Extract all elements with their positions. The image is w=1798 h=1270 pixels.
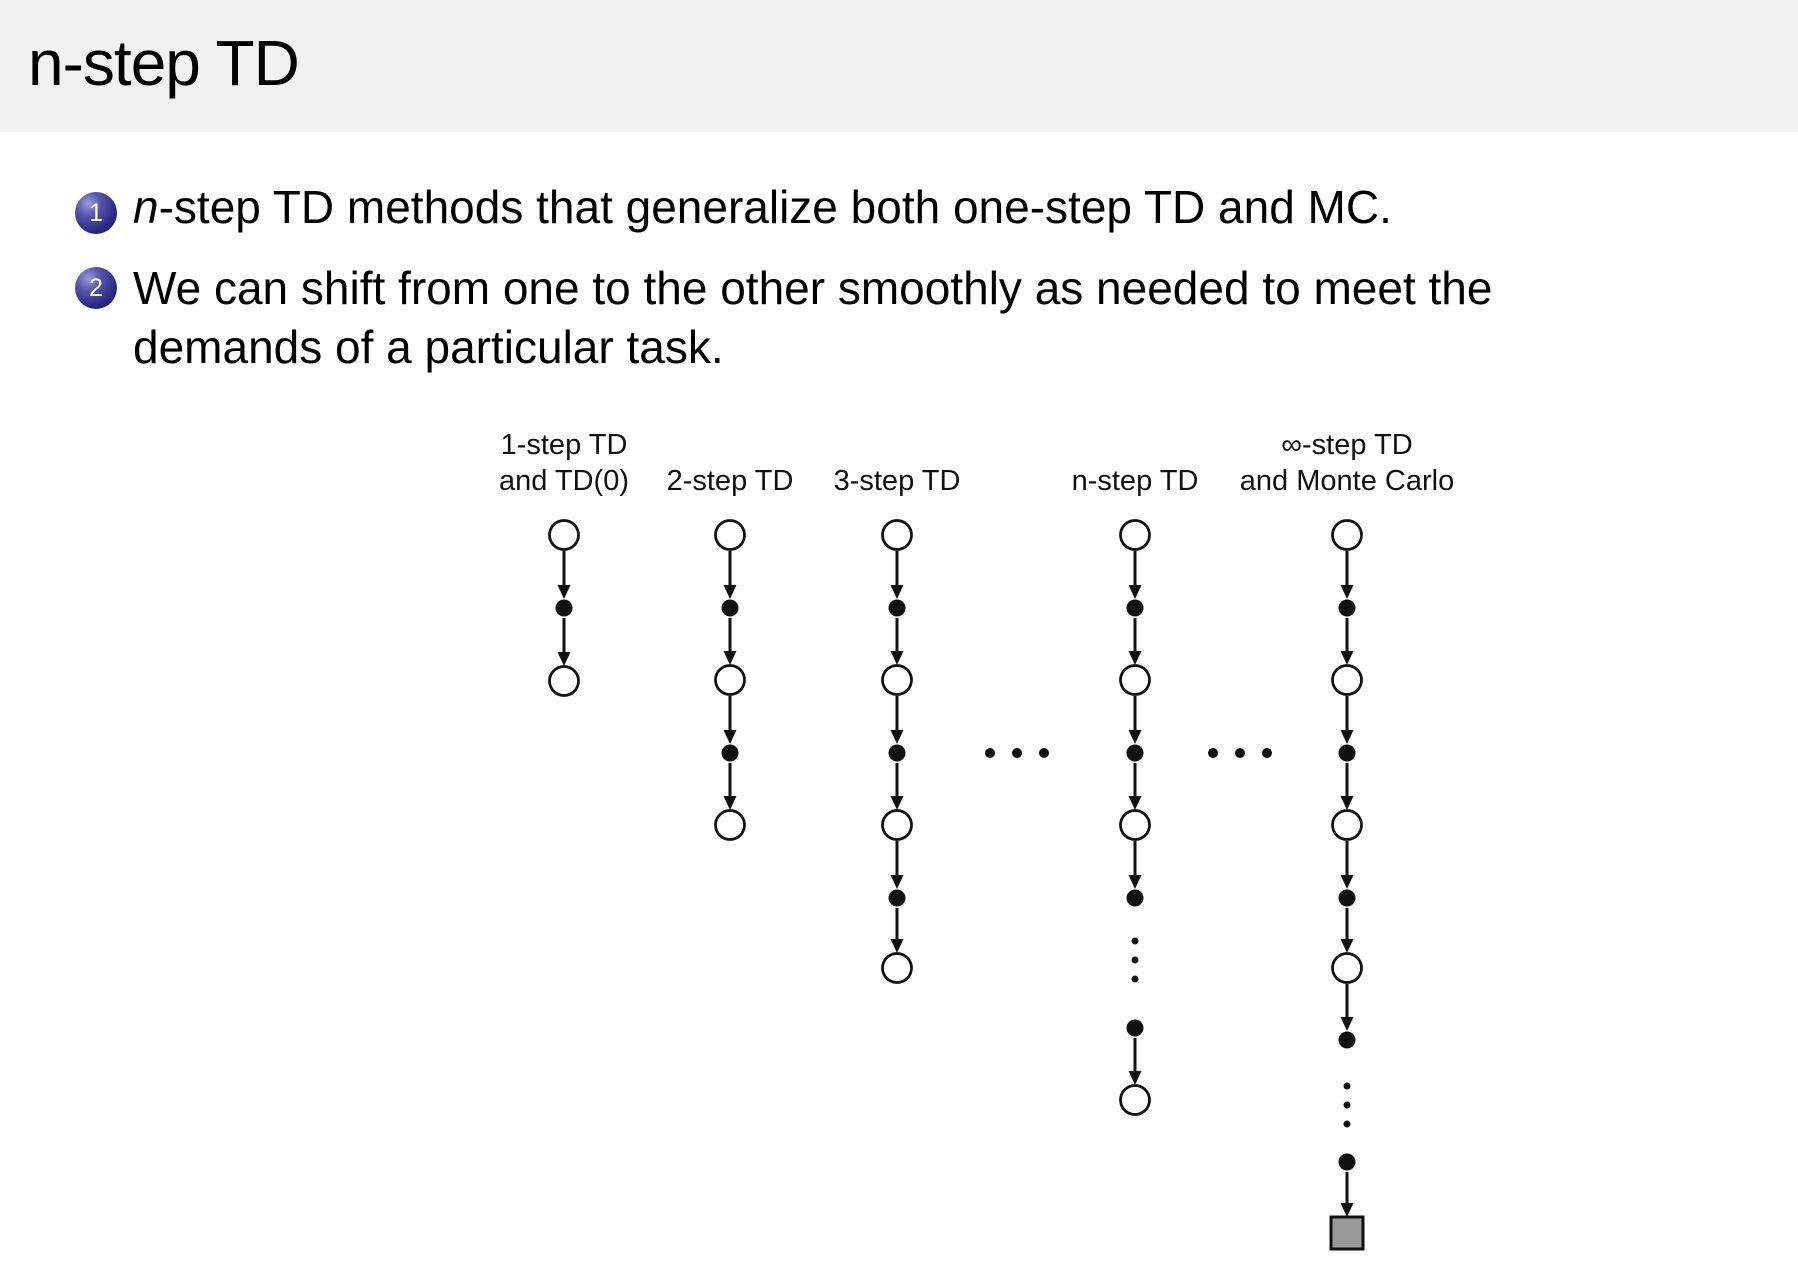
bullet-text-line: demands of a particular task. xyxy=(133,321,724,373)
terminal-state-node xyxy=(1329,1215,1365,1251)
ellipsis-dot xyxy=(1012,748,1022,758)
bullet-item: 2 We can shift from one to the other smoo… xyxy=(75,259,1492,377)
arrowhead xyxy=(723,651,737,665)
column-label: and TD(0) xyxy=(499,465,629,497)
action-node xyxy=(1126,599,1144,617)
action-node xyxy=(1126,1019,1144,1037)
arrowhead xyxy=(1340,1017,1354,1031)
item-number-badge: 2 xyxy=(75,267,117,309)
arrowhead xyxy=(890,585,904,599)
state-node xyxy=(881,664,913,696)
state-node xyxy=(1331,519,1363,551)
column-label: 2-step TD xyxy=(667,465,794,497)
state-node xyxy=(1119,664,1151,696)
state-node xyxy=(1119,809,1151,841)
action-node xyxy=(888,744,906,762)
column-label: 3-step TD xyxy=(834,465,961,497)
ellipsis-dot xyxy=(1235,748,1245,758)
state-node xyxy=(548,519,580,551)
bullet-text-line: We can shift from one to the other smoot… xyxy=(133,262,1493,314)
vertical-ellipsis-dot xyxy=(1131,975,1139,983)
state-node xyxy=(714,519,746,551)
bullet-item: 1 n-step TD methods that generalize both … xyxy=(75,178,1392,237)
arrowhead xyxy=(890,730,904,744)
arrowhead xyxy=(890,651,904,665)
arrowhead xyxy=(557,585,571,599)
arrowhead xyxy=(1128,730,1142,744)
horizontal-ellipsis xyxy=(1208,748,1272,758)
vertical-ellipsis-dot xyxy=(1131,956,1139,964)
arrowhead xyxy=(1340,651,1354,665)
arrowhead xyxy=(1340,939,1354,953)
column-label: ∞-step TD xyxy=(1281,429,1412,461)
state-node xyxy=(1331,809,1363,841)
action-node xyxy=(1338,599,1356,617)
action-node xyxy=(888,889,906,907)
state-node xyxy=(714,809,746,841)
item-number-badge: 1 xyxy=(75,192,117,234)
arrowhead xyxy=(723,796,737,810)
state-node xyxy=(1331,664,1363,696)
column-3-step-td: 3-step TD xyxy=(834,465,961,984)
state-node xyxy=(881,519,913,551)
column-label: and Monte Carlo xyxy=(1240,465,1454,497)
ellipsis-dot xyxy=(1208,748,1218,758)
arrowhead xyxy=(723,730,737,744)
column-n-step-td: n-step TD xyxy=(1072,465,1199,1116)
arrowhead xyxy=(1340,585,1354,599)
state-node xyxy=(1119,1084,1151,1116)
title-bar: n-step TD xyxy=(0,0,1798,132)
horizontal-ellipsis xyxy=(985,748,1049,758)
state-node xyxy=(1331,952,1363,984)
ellipsis-dot xyxy=(1039,748,1049,758)
bullet-text: We can shift from one to the other smoot… xyxy=(133,259,1492,377)
arrowhead xyxy=(1340,875,1354,889)
vertical-ellipsis-dot xyxy=(1343,1082,1351,1090)
column-1-step-td: 1-step TD and TD(0) xyxy=(499,429,629,697)
arrowhead xyxy=(890,875,904,889)
action-node xyxy=(1338,889,1356,907)
ellipsis-dot xyxy=(985,748,995,758)
column-label: n-step TD xyxy=(1072,465,1199,497)
arrowhead xyxy=(1128,651,1142,665)
arrowhead xyxy=(557,652,571,666)
action-node xyxy=(1338,1153,1356,1171)
ellipsis-dot xyxy=(1262,748,1272,758)
state-node xyxy=(881,809,913,841)
bullet-text-line: n-step TD methods that generalize both o… xyxy=(133,181,1392,233)
state-node xyxy=(714,664,746,696)
action-node xyxy=(555,599,573,617)
arrowhead xyxy=(1128,585,1142,599)
column-2-step-td: 2-step TD xyxy=(667,465,794,841)
column-infinity-step-td: ∞-step TD and Monte Carlo xyxy=(1240,429,1454,1251)
vertical-ellipsis-dot xyxy=(1343,1101,1351,1109)
arrowhead xyxy=(1128,796,1142,810)
arrowhead xyxy=(1128,875,1142,889)
bullet-text: n-step TD methods that generalize both o… xyxy=(133,178,1392,237)
state-node xyxy=(881,952,913,984)
vertical-ellipsis-dot xyxy=(1343,1120,1351,1128)
arrowhead xyxy=(1340,1203,1354,1217)
arrowhead xyxy=(890,939,904,953)
state-node xyxy=(1119,519,1151,551)
action-node xyxy=(721,744,739,762)
arrowhead xyxy=(723,585,737,599)
action-node xyxy=(1126,744,1144,762)
page-title: n-step TD xyxy=(28,27,300,99)
backup-diagrams-figure: 1-step TD and TD(0) 2-step TD 3-step TD n-st… xyxy=(499,429,1454,1251)
arrowhead xyxy=(1340,796,1354,810)
vertical-ellipsis-dot xyxy=(1131,937,1139,945)
arrowhead xyxy=(890,796,904,810)
action-node xyxy=(888,599,906,617)
column-label: 1-step TD xyxy=(501,429,628,461)
arrowhead xyxy=(1128,1071,1142,1085)
action-node xyxy=(721,599,739,617)
action-node xyxy=(1126,889,1144,907)
arrowhead xyxy=(1340,730,1354,744)
action-node xyxy=(1338,1031,1356,1049)
action-node xyxy=(1338,744,1356,762)
state-node xyxy=(548,665,580,697)
